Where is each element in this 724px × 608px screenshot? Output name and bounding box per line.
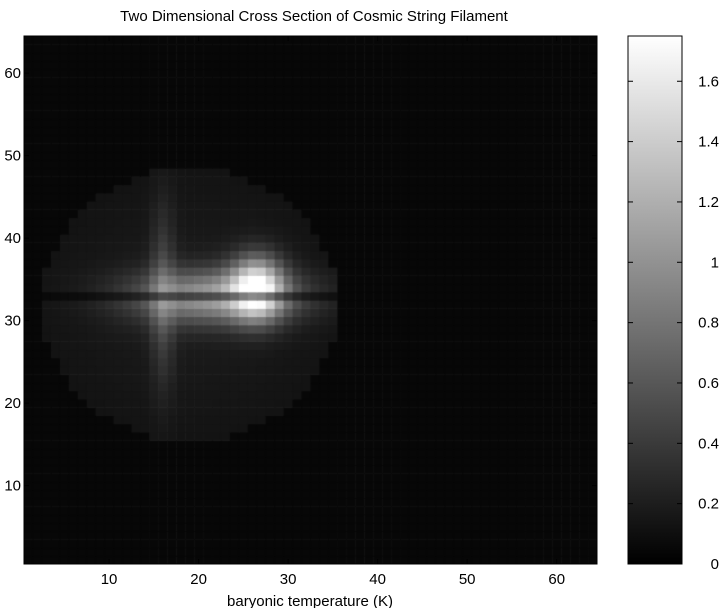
plot-frame: [23, 35, 598, 565]
x-axis: 10 20 30 40 50 60: [101, 36, 565, 588]
x-tick-label: 20: [190, 571, 207, 588]
colorbar: [627, 35, 683, 565]
x-tick-label: 30: [280, 571, 297, 588]
y-tick-label: 10: [4, 478, 21, 495]
colorbar-tick-label: 0.6: [698, 375, 719, 392]
heatmap-area: [24, 36, 597, 564]
colorbar-tick-label: 0.2: [698, 496, 719, 513]
y-tick-label: 40: [4, 230, 21, 247]
heatmap-image: [24, 36, 597, 564]
colorbar-tick-label: 1: [711, 254, 719, 271]
x-tick-label: 60: [548, 571, 565, 588]
x-tick-label: 50: [459, 571, 476, 588]
y-tick-label: 20: [4, 395, 21, 412]
colorbar-tick-label: 0.4: [698, 435, 719, 452]
colorbar-tick-label: 1.2: [698, 194, 719, 211]
y-tick-label: 30: [4, 313, 21, 330]
colorbar-tick-label: 1.4: [698, 134, 719, 151]
y-tick-label: 60: [4, 65, 21, 82]
x-tick-label: 10: [101, 571, 118, 588]
x-axis-label: baryonic temperature (K): [227, 593, 393, 608]
colorbar-tick-label: 0: [711, 556, 719, 573]
colorbar-axis: 0 0.2 0.4 0.6 0.8 1 1.2 1.4 1.6: [628, 73, 719, 573]
colorbar-tick-label: 1.6: [698, 73, 719, 90]
colorbar-tick-label: 0.8: [698, 315, 719, 332]
y-tick-label: 50: [4, 148, 21, 165]
x-tick-label: 40: [369, 571, 386, 588]
chart-title: Two Dimensional Cross Section of Cosmic …: [120, 8, 508, 25]
y-axis: 10 20 30 40 50 60: [4, 65, 597, 495]
